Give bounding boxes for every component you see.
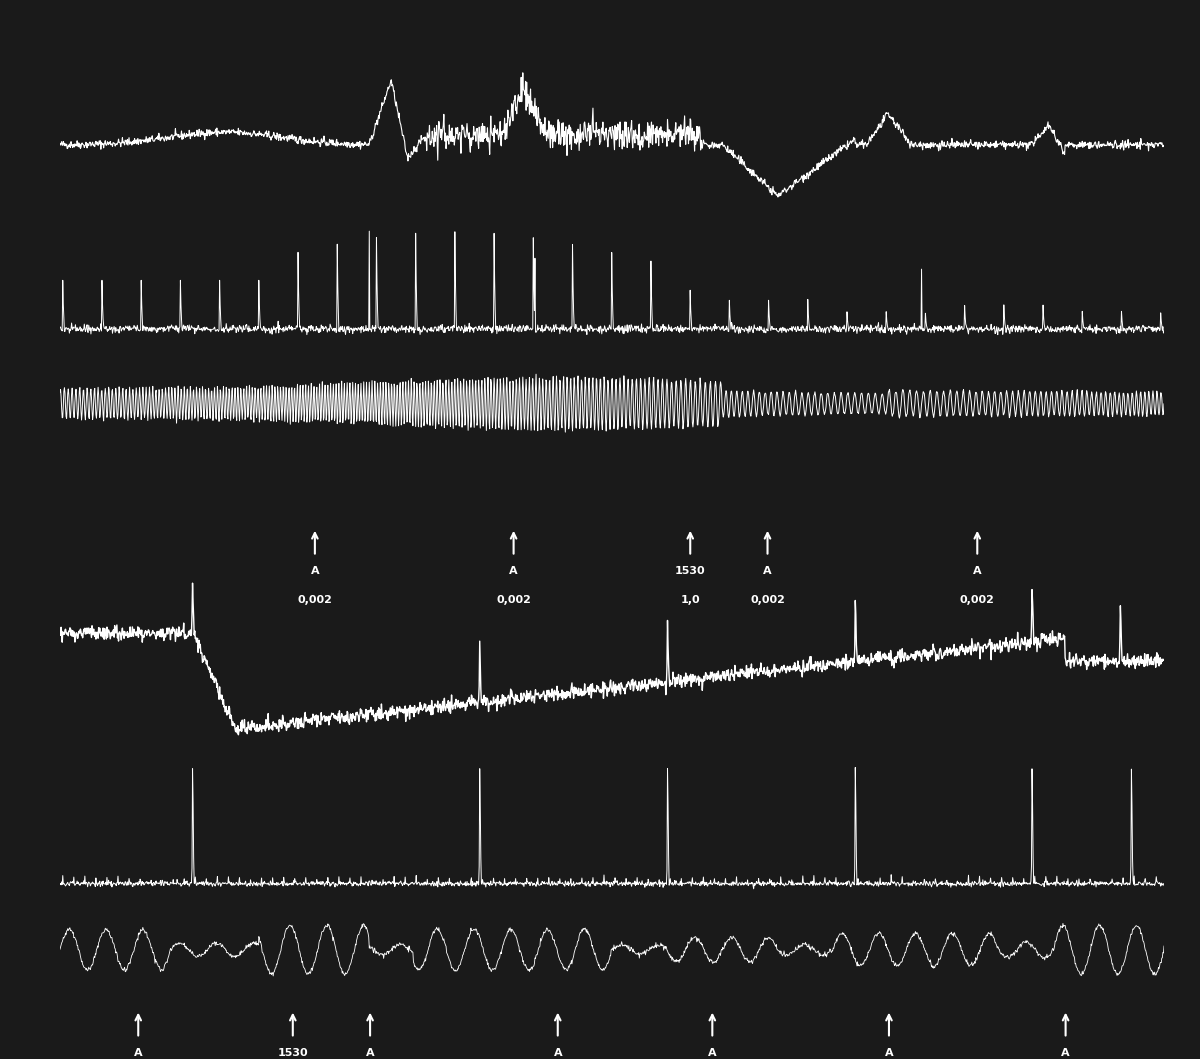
Text: A: A (884, 1047, 893, 1058)
Text: 0,002: 0,002 (960, 594, 995, 605)
Text: A: A (134, 1047, 143, 1058)
Text: A: A (553, 1047, 562, 1058)
Text: A: A (708, 1047, 716, 1058)
Text: 0,002: 0,002 (750, 594, 785, 605)
Text: 1530: 1530 (674, 566, 706, 576)
Text: A: A (973, 566, 982, 576)
Text: 1,0: 1,0 (680, 594, 700, 605)
Text: 0,002: 0,002 (298, 594, 332, 605)
Text: 0,002: 0,002 (496, 594, 532, 605)
Text: A: A (1061, 1047, 1070, 1058)
Text: A: A (509, 566, 518, 576)
Text: 1530: 1530 (277, 1047, 308, 1058)
Text: A: A (311, 566, 319, 576)
Text: A: A (763, 566, 772, 576)
Text: A: A (366, 1047, 374, 1058)
